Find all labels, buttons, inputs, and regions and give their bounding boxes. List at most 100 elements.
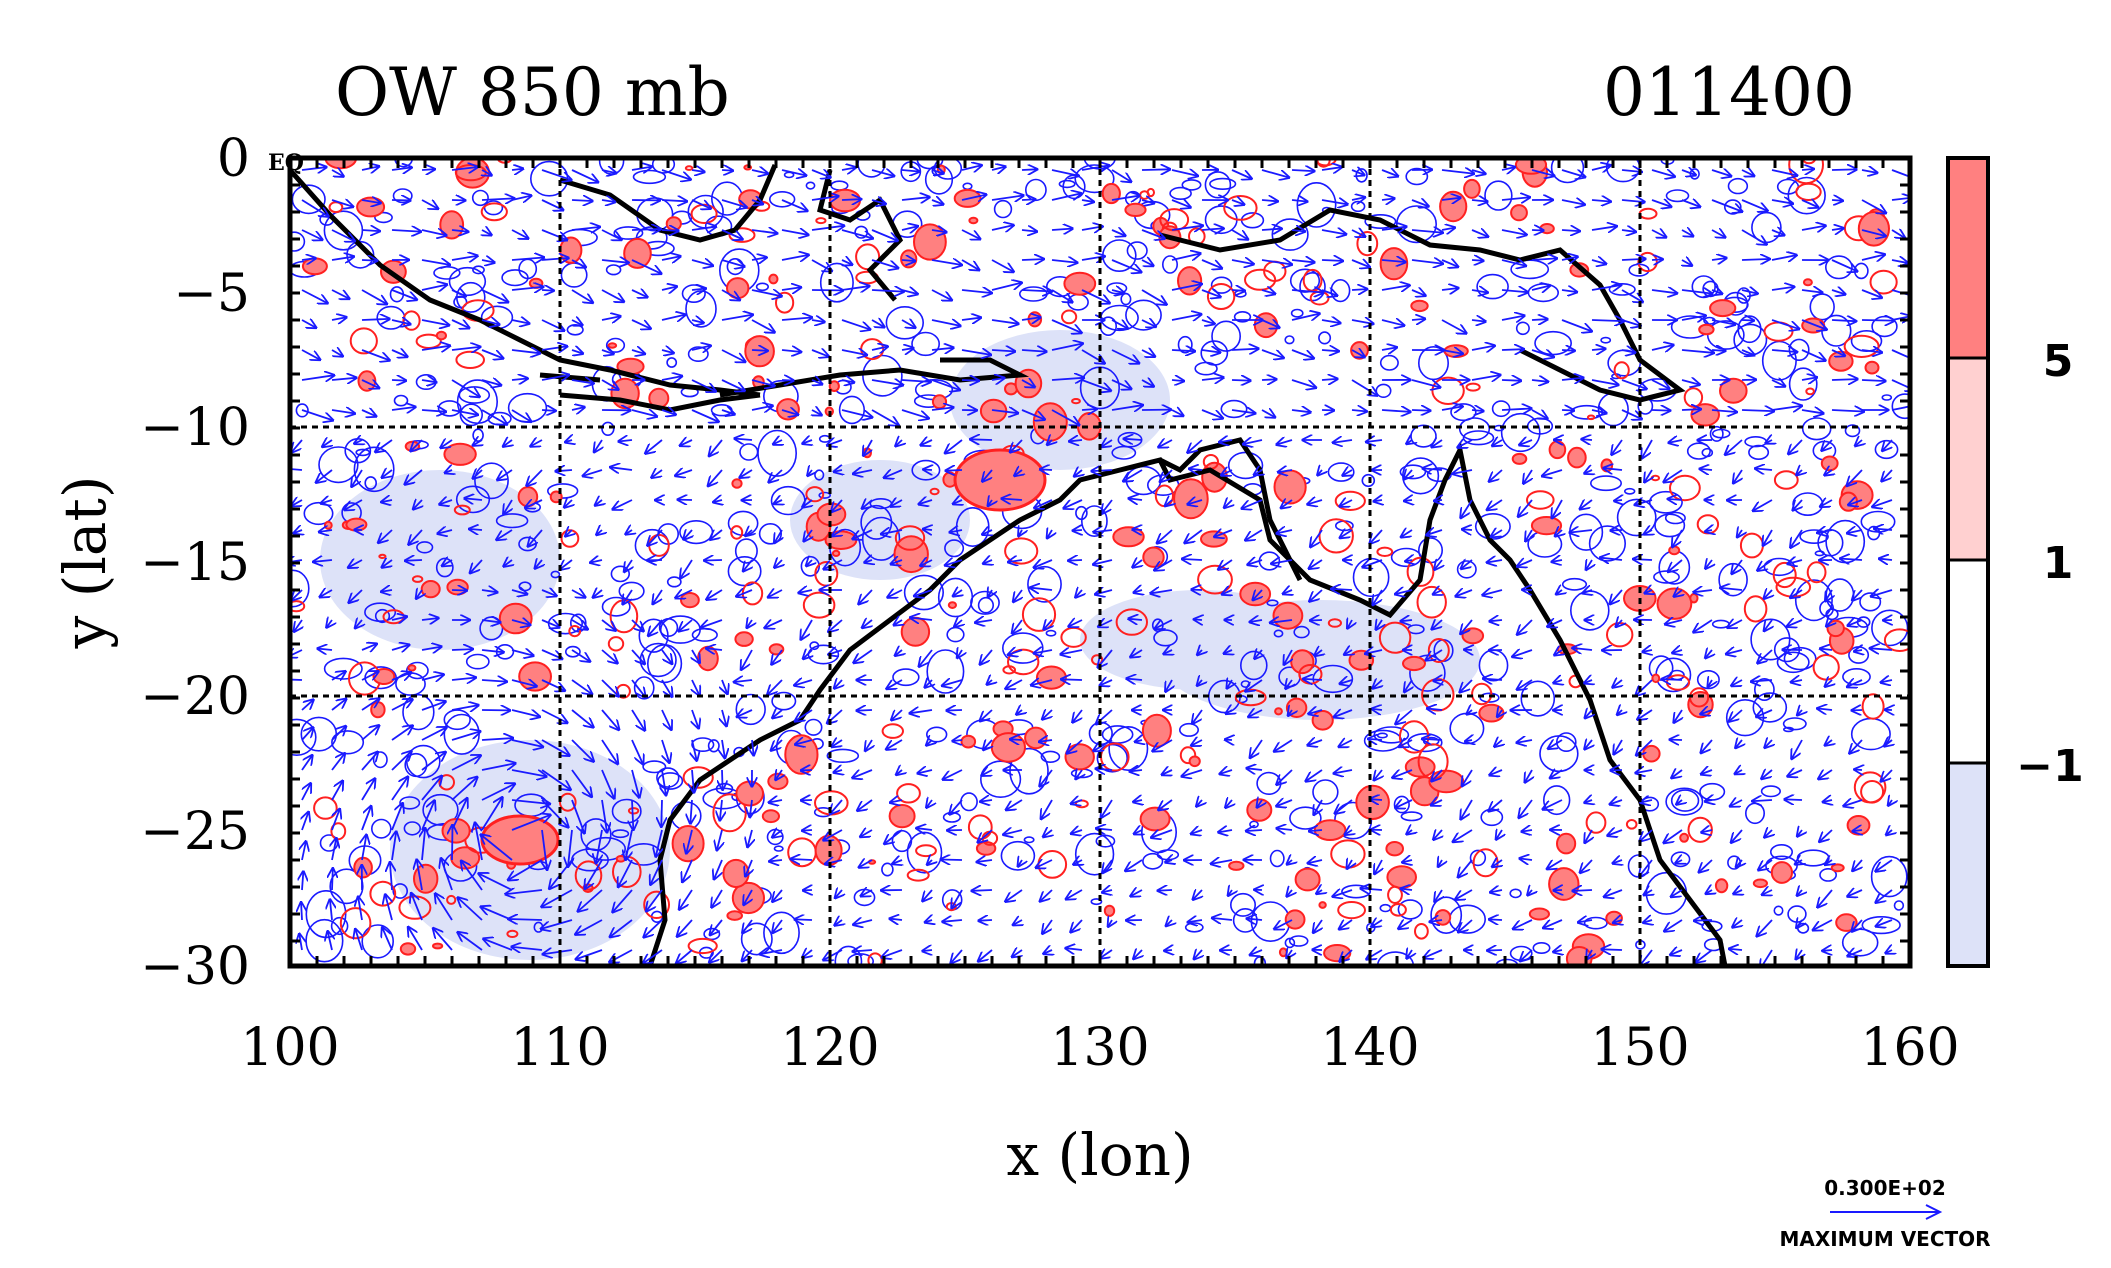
wind-vector [1573, 890, 1592, 891]
positive-ow-contour [769, 275, 777, 284]
positive-ow-contour [1313, 711, 1333, 730]
positive-ow-contour [437, 332, 446, 340]
positive-ow-contour [732, 479, 741, 488]
wind-vector [470, 529, 482, 530]
x-tick-label: 160 [1860, 1018, 1959, 1078]
wind-vector [1490, 620, 1502, 621]
positive-ow-contour [667, 217, 681, 230]
positive-ow-contour [371, 702, 384, 717]
wind-vector [924, 470, 932, 471]
wind-vector [971, 439, 992, 440]
positive-ow-contour [1754, 880, 1767, 888]
positive-ow-contour [1324, 945, 1350, 961]
positive-ow-contour [1513, 454, 1527, 464]
positive-ow-contour [1275, 471, 1306, 504]
wind-vector [1311, 620, 1322, 621]
positive-ow-contour [1286, 910, 1305, 928]
colorbar-negative [1948, 763, 1988, 966]
y-tick-label: −30 [140, 937, 250, 997]
positive-ow-contour [735, 632, 752, 646]
positive-ow-contour [1772, 862, 1792, 883]
y-tick-label: −25 [140, 802, 250, 862]
positive-ow-contour [1652, 675, 1659, 683]
positive-ow-contour [1532, 517, 1561, 534]
wind-vector [1069, 560, 1082, 561]
wind-vector [1488, 950, 1502, 951]
wind-vector [1466, 740, 1472, 741]
wind-vector [1406, 560, 1412, 561]
wind-vector [1022, 259, 1043, 260]
wind-vector [509, 919, 542, 920]
wind-vector [1862, 380, 1885, 381]
x-tick-label: 150 [1590, 1018, 1689, 1078]
positive-ow-contour [1440, 192, 1466, 221]
wind-vector [1412, 410, 1430, 411]
wind-vector [1247, 830, 1262, 831]
wind-vector [722, 770, 723, 789]
map-timestamp: 011400 [1603, 54, 1855, 131]
y-tick-label: −20 [140, 667, 250, 727]
positive-ow-contour [681, 593, 699, 607]
wind-vector [392, 380, 405, 381]
positive-ow-contour [763, 810, 779, 822]
wind-vector [1322, 350, 1338, 351]
wind-vector [947, 710, 962, 711]
positive-ow-contour [1143, 715, 1171, 747]
wind-vector [1562, 350, 1574, 351]
positive-ow-contour [901, 250, 916, 267]
wind-vector [1753, 800, 1772, 801]
wind-vector [1183, 559, 1202, 560]
wind-vector [406, 560, 422, 561]
wind-vector [1682, 409, 1700, 410]
wind-vector [1472, 260, 1483, 261]
wind-vector [1669, 499, 1683, 500]
wind-vector [1832, 379, 1857, 380]
wind-vector [1195, 619, 1203, 620]
x-tick-label: 110 [510, 1018, 609, 1078]
positive-ow-contour [723, 860, 748, 887]
positive-ow-contour [1387, 866, 1416, 888]
wind-vector [1412, 319, 1424, 320]
wind-vector [972, 890, 992, 891]
positive-ow-contour [456, 158, 489, 188]
positive-ow-contour [1103, 184, 1120, 203]
wind-vector [362, 260, 377, 261]
positive-ow-contour [1403, 657, 1425, 670]
wind-vector [1232, 290, 1244, 291]
wind-vector [1802, 169, 1813, 170]
wind-vector [1011, 739, 1022, 740]
y-tick-label: −5 [173, 264, 250, 324]
wind-vector [953, 740, 962, 741]
wind-vector [1401, 620, 1412, 621]
positive-ow-contour [1866, 362, 1879, 374]
wind-vector [1582, 439, 1592, 440]
wind-vector [1615, 500, 1622, 501]
positive-ow-contour [1066, 744, 1094, 769]
x-tick-label: 130 [1050, 1018, 1149, 1078]
wind-vector [1310, 830, 1322, 831]
positive-ow-contour [1356, 786, 1389, 819]
wind-vector [1490, 919, 1502, 920]
positive-ow-contour [1411, 301, 1427, 311]
y-axis-title: y (lat) [51, 476, 119, 650]
positive-ow-contour [1319, 902, 1325, 908]
colorbar-strong-positive [1948, 158, 1988, 358]
wind-vector [1435, 500, 1442, 501]
wind-vector [803, 830, 812, 831]
wind-vector [1352, 289, 1367, 290]
wind-vector [1124, 439, 1142, 440]
positive-ow-contour [1429, 771, 1463, 793]
positive-ow-contour [1643, 746, 1659, 762]
y-tick-label: −15 [140, 533, 250, 593]
wind-vector [1712, 350, 1725, 351]
positive-ow-contour [890, 805, 915, 827]
positive-ow-contour [447, 580, 467, 595]
wind-vector [632, 229, 660, 230]
colorbar-neutral [1948, 560, 1988, 763]
wind-vector [452, 649, 472, 650]
positive-ow-contour [354, 858, 372, 878]
positive-ow-contour [1025, 728, 1046, 749]
vector-legend: 0.300E+02 MAXIMUM VECTOR [1779, 1176, 1990, 1251]
wind-vector [542, 290, 553, 291]
x-axis-title: x (lon) [1006, 1121, 1193, 1189]
